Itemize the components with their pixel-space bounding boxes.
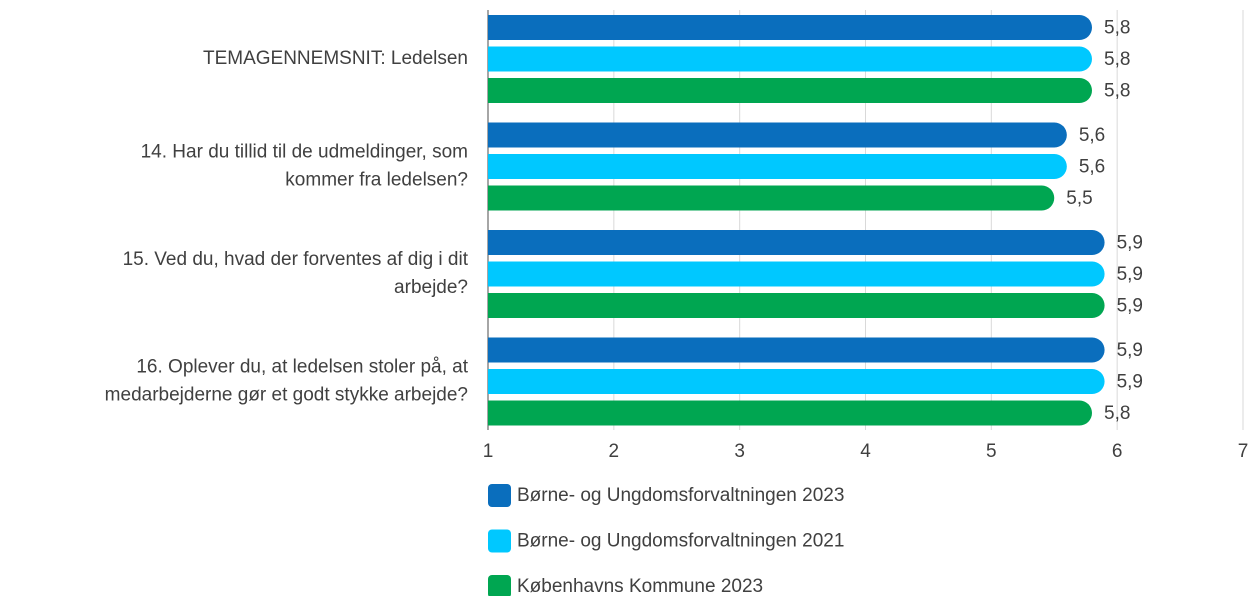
legend-label: Børne- og Ungdomsforvaltningen 2021 bbox=[517, 531, 844, 552]
bar bbox=[488, 15, 1092, 40]
value-label: 5,9 bbox=[1117, 296, 1143, 317]
value-label: 5,8 bbox=[1104, 18, 1130, 39]
category-line: 14. Har du tillid til de udmeldinger, so… bbox=[141, 142, 468, 163]
x-tick-label: 2 bbox=[609, 441, 620, 462]
value-label: 5,8 bbox=[1104, 81, 1130, 102]
legend-swatch bbox=[488, 529, 511, 553]
category-line: arbejde? bbox=[394, 277, 468, 298]
value-label: 5,8 bbox=[1104, 49, 1130, 70]
bar bbox=[488, 122, 1067, 148]
legend-swatch bbox=[488, 484, 511, 507]
bar bbox=[488, 185, 1055, 211]
value-label: 5,8 bbox=[1104, 403, 1130, 424]
category-line: 15. Ved du, hvad der forventes af dig i … bbox=[123, 249, 469, 270]
x-tick-label: 7 bbox=[1238, 441, 1249, 462]
value-label: 5,9 bbox=[1117, 340, 1143, 361]
category-label: TEMAGENNEMSNIT: Ledelsen bbox=[203, 48, 468, 69]
legend-swatch bbox=[488, 575, 511, 596]
legend-label: Københavns Kommune 2023 bbox=[517, 576, 763, 596]
x-tick-label: 6 bbox=[1112, 441, 1123, 462]
category-line: TEMAGENNEMSNIT: Ledelsen bbox=[203, 48, 468, 69]
value-label: 5,6 bbox=[1079, 125, 1105, 146]
value-label: 5,9 bbox=[1117, 264, 1143, 285]
legend-label: Børne- og Ungdomsforvaltningen 2023 bbox=[517, 485, 844, 506]
value-label: 5,9 bbox=[1117, 372, 1143, 393]
category-label: 15. Ved du, hvad der forventes af dig i … bbox=[123, 249, 469, 298]
x-tick-label: 5 bbox=[986, 441, 997, 462]
bar bbox=[488, 46, 1092, 72]
category-line: medarbejderne gør et godt stykke arbejde… bbox=[105, 385, 468, 406]
bar bbox=[488, 369, 1105, 394]
x-tick-label: 1 bbox=[483, 441, 494, 462]
bar bbox=[488, 293, 1105, 318]
bar bbox=[488, 337, 1105, 363]
category-line: kommer fra ledelsen? bbox=[285, 170, 468, 191]
bar bbox=[488, 261, 1105, 287]
category-line: 16. Oplever du, at ledelsen stoler på, a… bbox=[136, 357, 468, 378]
x-tick-label: 3 bbox=[734, 441, 745, 462]
bar bbox=[488, 78, 1092, 103]
x-tick-label: 4 bbox=[860, 441, 871, 462]
category-label: 16. Oplever du, at ledelsen stoler på, a… bbox=[105, 357, 469, 406]
value-label: 5,6 bbox=[1079, 157, 1105, 178]
bar bbox=[488, 154, 1067, 179]
bar bbox=[488, 230, 1105, 255]
category-label: 14. Har du tillid til de udmeldinger, so… bbox=[141, 142, 468, 191]
value-label: 5,9 bbox=[1117, 233, 1143, 254]
value-label: 5,5 bbox=[1066, 188, 1092, 209]
bar bbox=[488, 400, 1092, 426]
